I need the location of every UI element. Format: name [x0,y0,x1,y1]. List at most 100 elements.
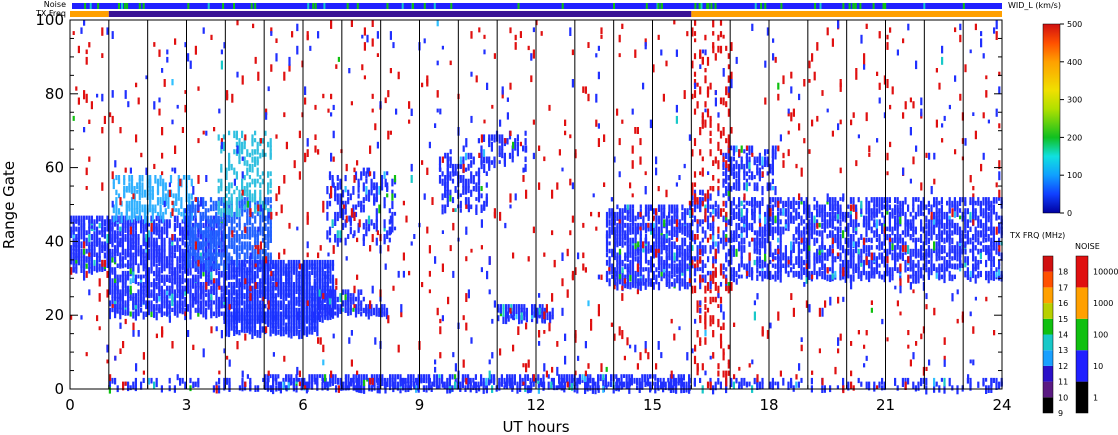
data-cell [227,270,231,280]
data-cell [264,274,267,282]
data-cell [261,200,264,209]
data-cell [650,278,653,287]
data-cell [449,163,452,169]
data-cell [151,189,154,199]
data-cell [303,293,306,298]
data-cell [220,208,223,217]
data-cell [168,377,171,384]
data-cell [344,186,347,193]
data-cell [498,134,501,144]
data-cell [344,237,347,246]
noise-fleck [859,3,862,9]
data-cell [305,296,309,304]
data-cell [225,296,228,304]
data-cell [992,234,995,239]
data-cell [163,219,166,227]
data-cell [269,138,272,147]
data-cell [362,182,365,192]
data-cell [935,270,938,279]
data-cell [253,293,257,299]
data-cell [964,270,967,278]
data-cell [803,226,806,235]
data-cell [940,230,943,240]
data-cell [959,234,962,243]
data-cell [225,263,228,271]
data-cell [222,219,226,224]
data-cell [249,381,252,391]
data-cell [977,200,980,206]
data-cell [847,248,850,256]
data-cell [171,256,174,262]
data-cell [240,311,244,320]
noise-strip-highlights [84,3,965,9]
data-cell [329,270,332,276]
data-cell [253,278,257,284]
data-cell [321,315,324,323]
data-cell [449,189,452,196]
data-cell [704,263,707,268]
data-cell [256,293,259,299]
data-cell [777,252,780,260]
data-cell [246,197,249,201]
data-cell [756,234,759,240]
data-cell [860,208,863,214]
data-cell [246,186,249,192]
data-cell [987,274,990,284]
data-cell [907,204,910,212]
data-cell [328,226,332,236]
data-cell [292,330,296,337]
data-cell [238,245,241,252]
data-cell [531,307,534,316]
data-cell [313,293,316,301]
data-cell [985,219,988,227]
data-cell [790,259,793,266]
data-cell [787,219,790,228]
data-cell [305,259,309,267]
data-cell [121,274,124,282]
data-cell [248,200,252,208]
data-cell [655,245,658,251]
data-cell [816,270,819,280]
data-cell [914,197,917,202]
data-cell [505,311,508,319]
data-cell [166,289,169,296]
data-cell [464,152,468,161]
data-cell [631,237,635,244]
data-cell [173,311,176,316]
data-cell [128,200,131,209]
data-cell [626,245,629,254]
data-cell [998,222,1001,231]
data-cell [849,241,852,251]
data-cell [272,296,275,303]
data-cell [233,259,236,266]
data-cell [852,256,855,265]
data-cell [251,263,254,273]
data-cell [77,219,80,226]
data-cell [134,293,137,298]
data-cell [354,311,358,318]
data-cell [186,234,189,241]
data-cell [857,270,860,279]
data-cell [77,241,80,248]
data-cell [336,237,339,247]
data-cell [907,226,910,235]
data-cell [914,252,917,259]
data-cell [112,182,115,190]
data-cell [80,256,83,262]
data-cell [75,259,78,269]
data-cell [925,222,928,230]
data-cell [112,178,115,184]
data-cell [782,226,785,235]
data-cell [732,267,735,276]
data-cell [657,204,661,212]
data-cell [243,234,246,240]
data-cell [222,252,226,257]
data-cell [160,267,163,274]
data-cell [132,222,135,228]
data-cell [907,222,910,228]
data-cell [681,270,684,276]
data-cell [909,256,912,264]
data-cell [124,248,127,256]
data-cell [699,241,702,248]
data-cell [849,259,852,269]
